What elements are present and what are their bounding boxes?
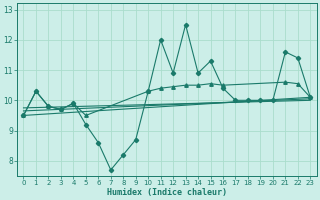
X-axis label: Humidex (Indice chaleur): Humidex (Indice chaleur) [107, 188, 227, 197]
